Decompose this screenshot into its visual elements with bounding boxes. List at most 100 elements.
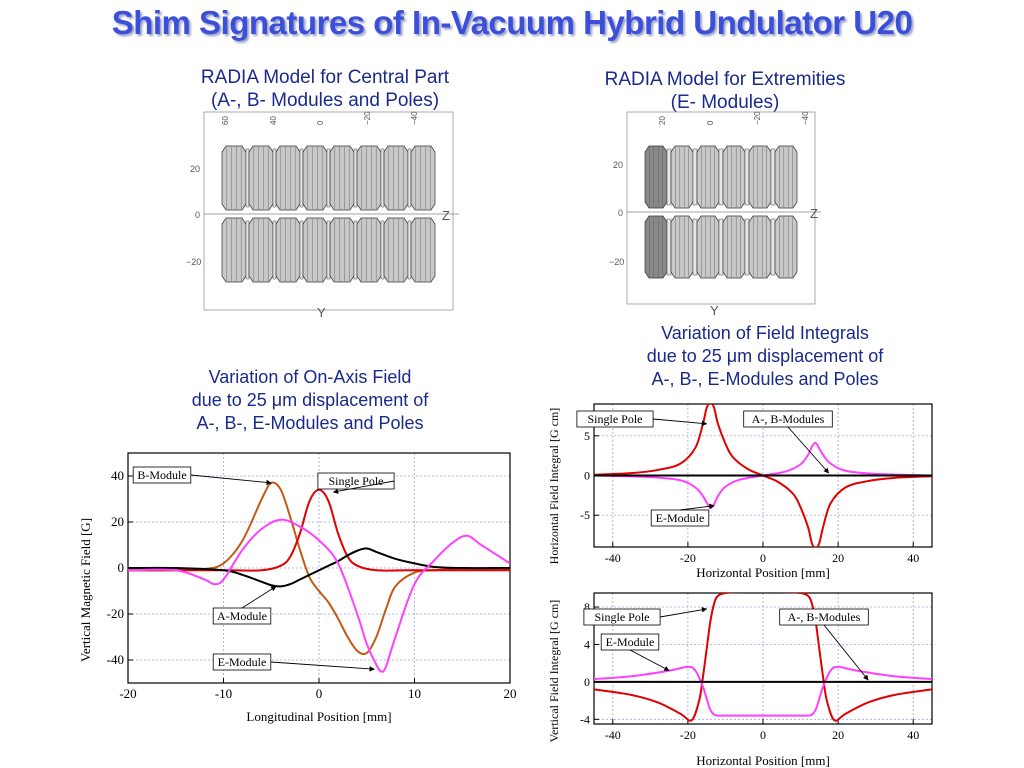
vertical_integral-ytick-0: -4: [580, 712, 590, 726]
onaxis-title: Variation of On-Axis Field due to 25 μm …: [120, 366, 500, 435]
vertical_integral-series-single-pole: [594, 593, 932, 722]
page-title: Shim Signatures of In-Vacuum Hybrid Undu…: [111, 4, 913, 41]
ext-toptick-1: 20: [658, 116, 667, 125]
ext-ytick-0: 0: [618, 208, 623, 218]
ext-block-1-4: [748, 215, 772, 279]
ext-pole-0-3: [744, 148, 750, 206]
ext-pole-1-3: [744, 218, 750, 276]
integrals-title-line1: Variation of Field Integrals: [661, 323, 869, 343]
onaxis-annotation-e-module: E-Module: [218, 655, 267, 669]
vertical_integral-series-e-module: [594, 665, 932, 717]
vertical_integral-xtick-2: 0: [760, 728, 766, 742]
central-pole-0-5: [380, 148, 385, 208]
ext-z-label: Z: [810, 206, 818, 221]
vertical_integral-annotation-single-pole: Single Pole: [594, 610, 649, 624]
ext-y-label: Y: [710, 303, 719, 318]
onaxis-title-line2: due to 25 μm displacement of: [191, 390, 429, 410]
ext-pole-1-2: [718, 218, 724, 276]
vertical_integral-annotation-single-pole-box: [583, 608, 661, 626]
horizontal_integral-xtick-2: 0: [760, 551, 766, 565]
central-block-1-4: [329, 217, 355, 283]
ext-block-1-3: [722, 215, 746, 279]
ext-toptick-3: −20: [753, 111, 762, 125]
onaxis-chart: -20 -10 0 10 20 -40 -20 0 20 40 B-Module Single Pol…: [78, 452, 517, 724]
central-block-1-7: [410, 217, 436, 283]
onaxis-annotation-a-module-arrow: [241, 586, 277, 609]
onaxis-annotation-e-module-arrow: [270, 661, 375, 672]
central-block-0-2: [275, 145, 301, 211]
central-pole-1-5: [380, 220, 385, 280]
ext-pole-1-1: [692, 218, 698, 276]
central-model-title-line2: (A-, B- Modules and Poles): [210, 90, 440, 111]
central-block-0-0: [221, 145, 247, 211]
vint-ylabel: Vertical Field Integral [G cm]: [547, 600, 561, 743]
onaxis-ytick-0: -40: [107, 652, 124, 667]
horizontal_integral-annotation-single-pole: Single Pole: [587, 412, 642, 426]
vertical_integral-annotation-single-pole-arrow: [660, 607, 708, 618]
central-model-title-line1: RADIA Model for Central Part: [200, 67, 450, 88]
onaxis-xtick-1: -10: [215, 686, 232, 701]
ext-ytick-m20: −20: [609, 257, 624, 267]
central-toptick-3: 0: [316, 120, 325, 125]
ext-pole-1-4: [770, 218, 776, 276]
central-pole-0-6: [407, 148, 412, 208]
onaxis-xlabel: Longitudinal Position [mm]: [246, 709, 391, 724]
central-block-0-6: [383, 145, 409, 211]
onaxis-ytick-3: 20: [111, 514, 124, 529]
horizontal_integral-annotation-a-b-modules: A-, B-Modules: [752, 412, 825, 426]
horizontal_integral-xtick-3: 20: [832, 551, 844, 565]
horizontal_integral-annotation-a-b-modules-arrow: [787, 426, 830, 474]
central-z-label: Z: [442, 208, 450, 223]
ext-model-blocks: [626, 111, 821, 305]
ext-pole-1-0: [666, 218, 672, 276]
central-toptick-5: −40: [410, 111, 419, 125]
onaxis-series-b-module: [128, 481, 510, 656]
vertical_integral-xtick-0: -40: [605, 728, 621, 742]
central-block-1-2: [275, 217, 301, 283]
horizontal_integral-ytick-0: -5: [580, 508, 590, 522]
vertical_integral-annotation-a-b-modules-arrow: [823, 624, 869, 681]
central-pole-0-2: [299, 148, 304, 208]
central-pole-1-0: [245, 220, 250, 280]
ext-model-title-line2: (E- Modules): [670, 92, 780, 113]
central-block-1-3: [302, 217, 328, 283]
vertical_integral-xtick-1: -20: [680, 728, 696, 742]
vertical_integral-ytick-1: 0: [584, 675, 590, 689]
central-model-drawing: 20 0 −20 Z Y 60 40 0 −20 −40: [186, 111, 459, 320]
ext-toptick-2: 0: [706, 120, 715, 125]
central-block-1-6: [383, 217, 409, 283]
horizontal_integral-annotation-single-pole-box: [576, 410, 654, 428]
central-model-blocks: [203, 111, 459, 311]
vertical_integral-ytick-3: 8: [584, 600, 590, 614]
ext-block-0-4: [748, 145, 772, 209]
central-ytick-20: 20: [190, 164, 200, 174]
ext-model-title-line1: RADIA Model for Extremities: [604, 69, 846, 90]
horizontal_integral-ytick-1: 0: [584, 469, 590, 483]
ext-model-drawing: 20 0 −20 Z Y 20 0 −20 −40: [609, 111, 821, 318]
hint-ylabel: Horizontal Field Integral [G cm]: [547, 408, 561, 565]
horizontal_integral-annotation-single-pole-arrow: [653, 418, 708, 427]
central-toptick-2: 40: [269, 116, 278, 125]
central-pole-0-3: [326, 148, 331, 208]
ext-toptick-4: −40: [801, 111, 810, 125]
integrals-title: Variation of Field Integrals due to 25 μ…: [580, 322, 950, 391]
central-pole-1-4: [353, 220, 358, 280]
vint-xlabel: Horizontal Position [mm]: [696, 753, 830, 768]
central-block-0-3: [302, 145, 328, 211]
horizontal_integral-xtick-4: 40: [907, 551, 919, 565]
onaxis-annotation-e-module-box: [212, 653, 272, 671]
vertical_integral-ytick-2: 4: [584, 637, 590, 651]
onaxis-title-line1: Variation of On-Axis Field: [208, 367, 412, 387]
onaxis-annotation-a-module: A-Module: [217, 609, 267, 623]
onaxis-xtick-2: 0: [316, 686, 323, 701]
central-block-1-1: [248, 217, 274, 283]
central-pole-1-3: [326, 220, 331, 280]
onaxis-series-e-module: [128, 518, 510, 673]
central-pole-0-0: [245, 148, 250, 208]
central-y-label: Y: [317, 305, 326, 320]
onaxis-xtick-3: 10: [408, 686, 421, 701]
ext-ytick-20: 20: [613, 160, 623, 170]
horizontal_integral-xtick-0: -40: [605, 551, 621, 565]
vertical_integral-annotation-e-module: E-Module: [606, 635, 655, 649]
